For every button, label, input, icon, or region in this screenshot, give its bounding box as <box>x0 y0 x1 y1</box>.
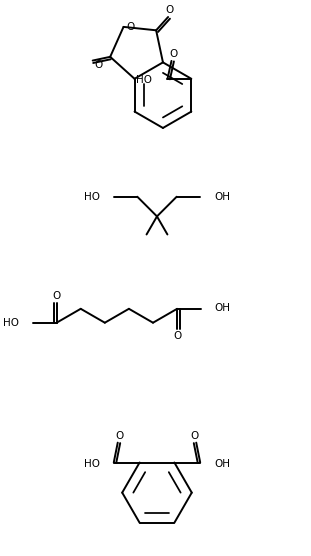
Text: HO: HO <box>84 459 100 469</box>
Text: O: O <box>53 291 61 301</box>
Text: O: O <box>165 5 173 15</box>
Text: OH: OH <box>215 303 231 313</box>
Text: O: O <box>95 59 103 70</box>
Text: O: O <box>116 431 124 441</box>
Text: O: O <box>190 431 198 441</box>
Text: HO: HO <box>84 192 100 202</box>
Text: HO: HO <box>136 75 151 85</box>
Text: OH: OH <box>214 459 230 469</box>
Text: OH: OH <box>214 192 230 202</box>
Text: HO: HO <box>3 317 19 327</box>
Text: O: O <box>126 22 135 32</box>
Text: O: O <box>169 49 178 59</box>
Text: O: O <box>173 331 181 341</box>
